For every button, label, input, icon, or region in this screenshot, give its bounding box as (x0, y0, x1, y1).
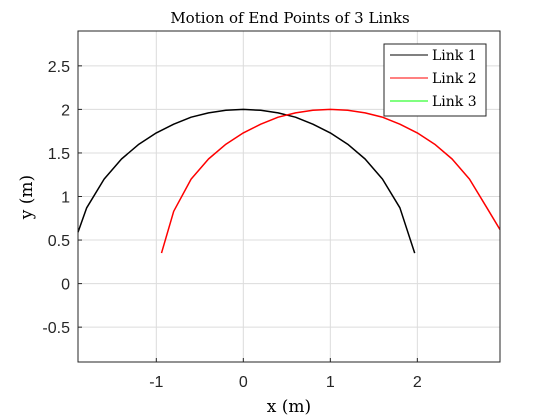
x-axis-label: x (m) (267, 397, 311, 417)
x-tick-label: 1 (326, 374, 335, 391)
y-tick-label: -0.5 (42, 320, 70, 337)
series-line-link-2 (160, 108, 501, 254)
legend-label-link-1: Link 1 (432, 48, 477, 64)
grid-lines (78, 31, 500, 362)
series-line-link-1 (77, 108, 416, 254)
series-lines (77, 108, 501, 254)
x-tick-label: 2 (413, 374, 422, 391)
chart-title: Motion of End Points of 3 Links (170, 9, 409, 27)
y-tick-label: 2.5 (48, 59, 70, 76)
y-tick-label: 2 (61, 102, 70, 119)
y-tick-label: 1.5 (48, 146, 70, 163)
y-tick-label: 0.5 (48, 233, 70, 250)
legend-label-link-2: Link 2 (432, 71, 477, 87)
y-tick-label: 1 (61, 190, 70, 207)
legend-label-link-3: Link 3 (432, 94, 477, 110)
y-tick-label: 0 (61, 277, 70, 294)
y-axis-label: y (m) (17, 175, 37, 220)
y-tick-labels: -0.5 0 0.5 1 1.5 2 2.5 (42, 59, 70, 337)
x-tick-label: -1 (149, 374, 163, 391)
plot-frame (77, 30, 501, 363)
legend-box (383, 43, 487, 117)
x-tick-label: 0 (239, 374, 248, 391)
legend: Link 1 Link 2 Link 3 (383, 43, 487, 117)
x-tick-labels: -1 0 1 2 (149, 374, 422, 391)
